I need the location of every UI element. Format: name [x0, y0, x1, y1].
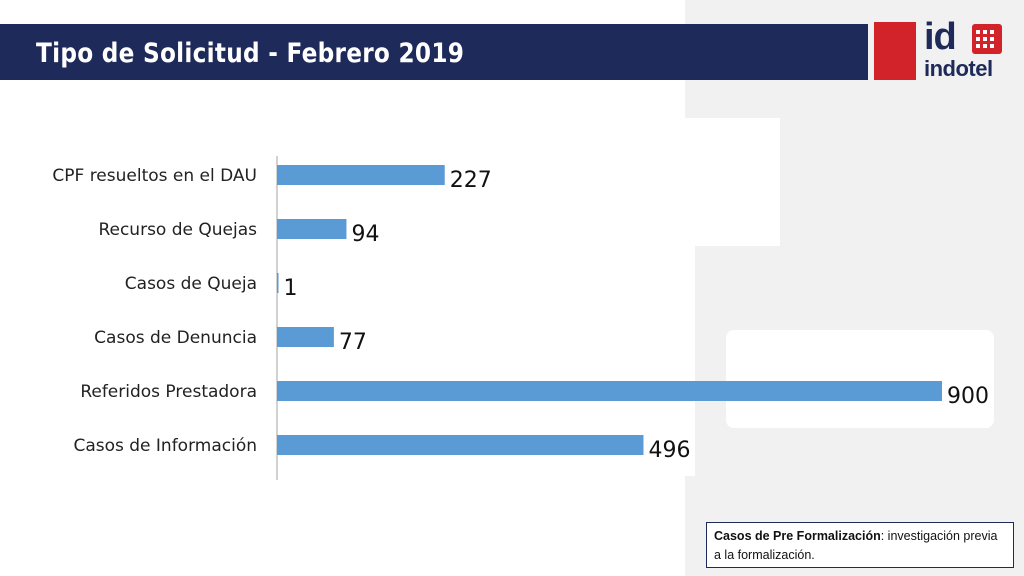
category-label: Casos de Queja — [125, 274, 257, 294]
data-label: 1 — [284, 276, 298, 301]
background-panel — [685, 0, 1024, 576]
data-label: 900 — [947, 384, 989, 409]
category-label: Casos de Denuncia — [94, 328, 257, 348]
bar — [277, 435, 644, 455]
logo-red-block — [874, 22, 916, 80]
logo-grid-icon — [972, 24, 1002, 54]
bar — [277, 273, 279, 293]
data-label: 227 — [450, 168, 492, 193]
bar — [277, 381, 942, 401]
data-label: 77 — [339, 330, 367, 355]
bar — [277, 327, 334, 347]
background-card — [726, 330, 994, 428]
background-notch — [685, 246, 695, 476]
bar-chart: CPF resueltos en el DAU 227 Recurso de Que… — [52, 156, 989, 480]
category-label: Casos de Información — [73, 436, 257, 456]
title-bar — [0, 24, 868, 80]
indotel-logo: id indotel — [874, 16, 1014, 84]
data-label: 496 — [648, 438, 690, 463]
logo-mark: id — [924, 16, 957, 58]
background-notch — [685, 118, 780, 246]
note-definition: : investigación previa a la formalizació… — [714, 529, 998, 562]
definition-note: Casos de Pre Formalización: investigació… — [706, 522, 1014, 568]
category-label: Referidos Prestadora — [80, 382, 257, 402]
category-label: Recurso de Quejas — [98, 220, 257, 240]
note-term: Casos de Pre Formalización — [714, 529, 881, 543]
logo-name: indotel — [924, 56, 993, 81]
data-label: 94 — [351, 222, 379, 247]
slide-title: Tipo de Solicitud - Febrero 2019 — [36, 38, 465, 69]
category-label: CPF resueltos en el DAU — [52, 166, 257, 186]
bar — [277, 165, 445, 185]
bar — [277, 219, 347, 239]
